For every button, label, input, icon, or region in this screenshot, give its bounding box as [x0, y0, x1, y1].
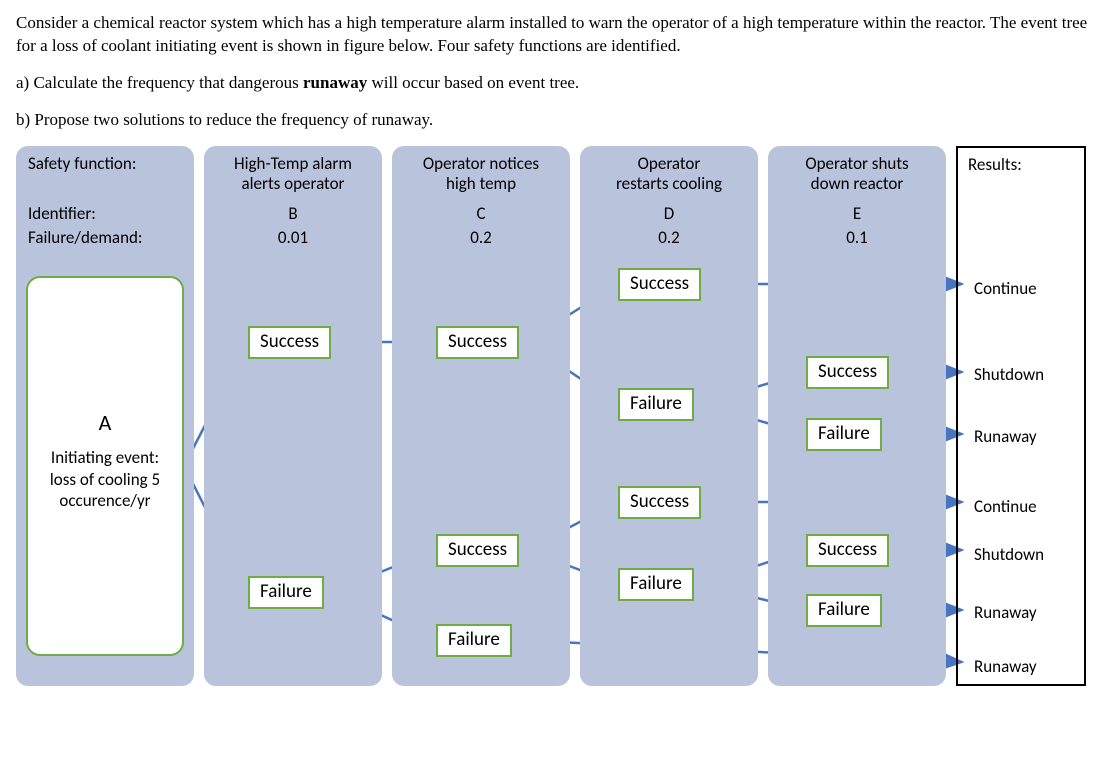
initiating-event-box: A Initiating event: loss of cooling 5 oc…: [26, 276, 184, 656]
part-a-suffix: will occur based on event tree.: [367, 73, 579, 92]
label-identifier: Identifier:: [28, 204, 96, 224]
col-E-title-2: down reactor: [774, 174, 940, 194]
col-D-header: Operator restarts cooling: [580, 146, 758, 199]
node-bF: Failure: [248, 576, 324, 609]
node-eS1: Success: [806, 356, 889, 389]
node-eF2: Failure: [806, 594, 882, 627]
part-a-prefix: a) Calculate the frequency that dangerou…: [16, 73, 303, 92]
col-C-title-1: Operator notices: [398, 154, 564, 174]
node-dF1: Failure: [618, 388, 694, 421]
part-a: a) Calculate the frequency that dangerou…: [16, 72, 1096, 95]
node-cS1: Success: [436, 326, 519, 359]
result-4: Shutdown: [974, 544, 1044, 567]
node-cF2: Failure: [436, 624, 512, 657]
col-D-title-1: Operator: [586, 154, 752, 174]
label-failure-demand: Failure/demand:: [28, 228, 142, 248]
problem-statement: Consider a chemical reactor system which…: [16, 12, 1096, 132]
result-5: Runaway: [974, 602, 1037, 625]
result-3: Continue: [974, 496, 1037, 519]
col-E-title-1: Operator shuts: [774, 154, 940, 174]
col-E-header: Operator shuts down reactor: [768, 146, 946, 199]
node-dF2: Failure: [618, 568, 694, 601]
node-eF1: Failure: [806, 418, 882, 451]
col-C-fd: 0.2: [392, 228, 570, 248]
col-D-id: D: [580, 204, 758, 224]
node-cS2: Success: [436, 534, 519, 567]
initiating-id: A: [28, 408, 182, 438]
col-D-title-2: restarts cooling: [586, 174, 752, 194]
col-D-fd: 0.2: [580, 228, 758, 248]
col-E-id: E: [768, 204, 946, 224]
col-B-fd: 0.01: [204, 228, 382, 248]
node-bS: Success: [248, 326, 331, 359]
col-C-header: Operator notices high temp: [392, 146, 570, 199]
col-C-title-2: high temp: [398, 174, 564, 194]
col-B-title-1: High-Temp alarm: [210, 154, 376, 174]
result-2: Runaway: [974, 426, 1037, 449]
col-B-title-2: alerts operator: [210, 174, 376, 194]
col-B-id: B: [204, 204, 382, 224]
node-dS2: Success: [618, 486, 701, 519]
intro-paragraph: Consider a chemical reactor system which…: [16, 12, 1096, 58]
initiating-desc-1: Initiating event:: [28, 447, 182, 468]
part-a-bold: runaway: [303, 73, 367, 92]
col-B-header: High-Temp alarm alerts operator: [204, 146, 382, 199]
results-title: Results:: [968, 154, 1022, 177]
result-0: Continue: [974, 278, 1037, 301]
col-C-id: C: [392, 204, 570, 224]
label-safety-function: Safety function:: [28, 154, 136, 174]
column-C: Operator notices high temp C 0.2: [392, 146, 570, 686]
event-tree-diagram: Safety function: Identifier: Failure/dem…: [16, 146, 1096, 686]
node-dS1: Success: [618, 268, 701, 301]
initiating-desc-2: loss of cooling 5: [28, 469, 182, 490]
initiating-desc-3: occurence/yr: [28, 490, 182, 511]
node-eS2: Success: [806, 534, 889, 567]
result-1: Shutdown: [974, 364, 1044, 387]
result-6: Runaway: [974, 656, 1037, 679]
part-b: b) Propose two solutions to reduce the f…: [16, 109, 1096, 132]
col-E-fd: 0.1: [768, 228, 946, 248]
